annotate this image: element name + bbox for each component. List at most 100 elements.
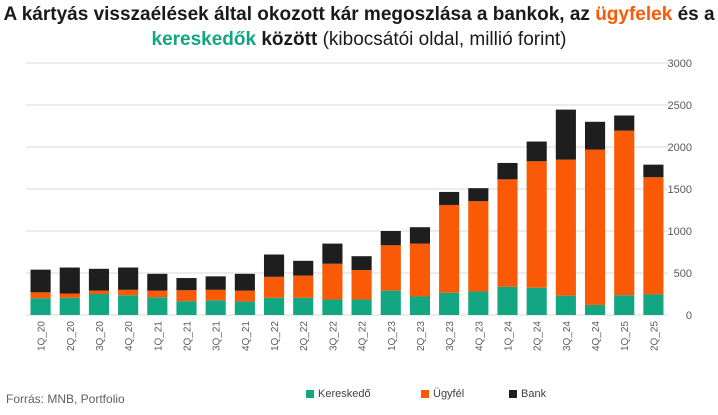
legend-swatch-bank: [509, 390, 517, 398]
x-tick-label: 3Q_22: [328, 321, 339, 351]
x-tick-label: 4Q_20: [124, 321, 135, 351]
y-tick-label: 1500: [668, 184, 692, 196]
x-tick-label: 3Q_24: [562, 321, 573, 351]
title-part-3: között: [261, 29, 318, 50]
bar-segment-bank: [88, 268, 110, 291]
x-tick-label: 1Q_23: [387, 321, 398, 351]
x-tick-label: 4Q_23: [474, 321, 485, 351]
bar-segment-bank: [59, 267, 80, 294]
bar-segment-kereskedo: [526, 287, 547, 315]
bar-segment-kereskedo: [234, 301, 255, 315]
bar-segment-kereskedo: [176, 301, 197, 315]
x-tick-label: 1Q_20: [37, 321, 48, 351]
bar-segment-bank: [147, 273, 168, 291]
bar-segment-ugyfel: [555, 159, 576, 296]
y-tick-label: 2500: [668, 100, 692, 112]
bar-segment-ugyfel: [497, 179, 518, 287]
bar-segment-bank: [205, 276, 226, 290]
y-tick-label: 2000: [668, 142, 692, 154]
bar-segment-kereskedo: [584, 304, 606, 315]
bar-segment-kereskedo: [59, 297, 80, 315]
x-tick-label: 2Q_25: [649, 321, 660, 351]
x-tick-label: 1Q_21: [153, 321, 164, 351]
title-highlight-ugyfelek: ügyfelek: [595, 4, 673, 25]
bar-segment-ugyfel: [263, 276, 285, 298]
bar-segment-ugyfel: [468, 201, 489, 292]
bar-segment-kereskedo: [147, 297, 168, 315]
bar-segment-ugyfel: [409, 243, 431, 297]
title-line-1: A kártyás visszaélések által okozott kár…: [0, 2, 718, 27]
x-tick-label: 1Q_22: [270, 321, 281, 351]
title-highlight-kereskedok: kereskedők: [151, 29, 257, 50]
bar-segment-kereskedo: [409, 296, 431, 315]
bar-segment-kereskedo: [322, 299, 343, 315]
title-line-2: kereskedők között (kibocsátói oldal, mil…: [0, 27, 718, 52]
legend-label-kereskedo: Kereskedő: [318, 388, 371, 400]
bar-segment-kereskedo: [439, 292, 460, 315]
title-subtitle: (kibocsátói oldal, millió forint): [322, 29, 567, 50]
bar-segment-kereskedo: [351, 299, 372, 315]
title-part-1: A kártyás visszaélések által okozott kár…: [3, 4, 590, 25]
x-tick-label: 2Q_24: [533, 321, 544, 351]
x-tick-label: 3Q_20: [95, 321, 106, 351]
x-tick-label: 1Q_25: [620, 321, 631, 351]
legend-item-bank: Bank: [509, 388, 546, 400]
bar-segment-kereskedo: [555, 295, 576, 315]
bar-segment-ugyfel: [526, 161, 547, 288]
bar-segment-kereskedo: [118, 295, 139, 315]
legend-item-kereskedo: Kereskedő: [306, 388, 371, 400]
bar-segment-kereskedo: [643, 294, 664, 315]
x-tick-label: 2Q_21: [183, 321, 194, 351]
bar-segment-bank: [380, 231, 401, 246]
bar-segment-bank: [497, 162, 518, 180]
bar-segment-ugyfel: [59, 293, 80, 298]
y-tick-label: 3000: [668, 58, 692, 70]
y-tick-label: 500: [674, 268, 692, 280]
bar-segment-bank: [584, 121, 606, 150]
bar-segment-ugyfel: [147, 290, 168, 298]
source-note: Forrás: MNB, Portfolio: [6, 392, 125, 406]
bar-segment-bank: [526, 141, 547, 162]
bar-segment-bank: [234, 273, 255, 291]
bar-segment-bank: [468, 188, 489, 202]
x-tick-label: 2Q_23: [416, 321, 427, 351]
bar-segment-bank: [263, 254, 285, 277]
bar-segment-ugyfel: [88, 290, 110, 294]
bar-segment-ugyfel: [322, 263, 343, 300]
bar-segment-kereskedo: [614, 295, 635, 315]
bar-segment-kereskedo: [380, 290, 401, 315]
x-tick-label: 3Q_21: [212, 321, 223, 351]
bar-segment-kereskedo: [205, 300, 226, 315]
bar-segment-bank: [439, 191, 460, 205]
legend-swatch-kereskedo: [306, 390, 314, 398]
bar-segment-kereskedo: [30, 298, 51, 315]
bar-segment-ugyfel: [439, 204, 460, 293]
bar-segment-bank: [643, 164, 664, 178]
chart-title: A kártyás visszaélések által okozott kár…: [0, 2, 718, 52]
bar-segment-ugyfel: [118, 289, 139, 296]
legend-swatch-ugyfel: [421, 390, 429, 398]
bar-segment-kereskedo: [88, 294, 110, 315]
x-tick-label: 4Q_21: [241, 321, 252, 351]
bar-segment-ugyfel: [205, 289, 226, 301]
bar-segment-kereskedo: [468, 291, 489, 315]
bar-segment-ugyfel: [30, 292, 51, 299]
bar-segment-ugyfel: [176, 290, 197, 302]
bar-segment-bank: [351, 256, 372, 271]
bar-segment-ugyfel: [643, 177, 664, 295]
legend-item-ugyfel: Ügyfél: [421, 388, 464, 400]
title-part-2: és a: [677, 4, 715, 25]
x-tick-label: 1Q_24: [504, 321, 515, 351]
bar-segment-kereskedo: [263, 297, 285, 315]
bar-segment-bank: [176, 278, 197, 291]
bar-segment-kereskedo: [293, 297, 314, 315]
x-tick-label: 2Q_22: [299, 321, 310, 351]
y-tick-label: 1000: [668, 226, 692, 238]
bar-segment-ugyfel: [351, 270, 372, 300]
x-tick-label: 3Q_23: [445, 321, 456, 351]
y-tick-label: 0: [686, 310, 692, 322]
bar-segment-bank: [614, 115, 635, 131]
bar-segment-bank: [30, 269, 51, 293]
bar-segment-bank: [409, 227, 431, 244]
